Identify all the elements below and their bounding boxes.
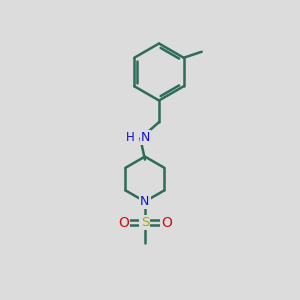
Text: N: N <box>140 195 150 208</box>
Text: S: S <box>141 216 149 229</box>
Text: O: O <box>118 216 129 230</box>
Text: O: O <box>161 216 172 230</box>
Text: N: N <box>141 131 150 144</box>
Text: H: H <box>126 131 135 144</box>
